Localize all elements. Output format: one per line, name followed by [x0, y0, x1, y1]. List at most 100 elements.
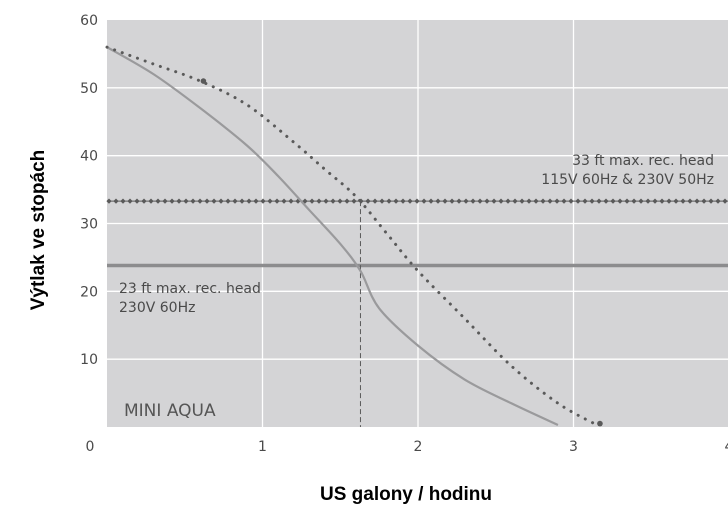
curve-marker-2 — [597, 420, 603, 427]
ref-line-33ft-diamond-72 — [610, 198, 616, 204]
ref-line-33ft-diamond-48 — [442, 198, 448, 204]
ref-line-33ft-diamond-22 — [260, 198, 266, 204]
ref-line-33ft-diamond-30 — [316, 198, 322, 204]
ref-line-33ft-diamond-2 — [120, 198, 126, 204]
x-tick-label-4: 4 — [725, 439, 728, 455]
ref-label-23-line2: 230V 60Hz — [119, 300, 195, 316]
ref-line-33ft-diamond-24 — [274, 198, 280, 204]
ref-line-33ft-diamond-59 — [519, 198, 525, 204]
ref-line-33ft-diamond-25 — [281, 198, 287, 204]
ref-line-33ft-diamond-32 — [330, 198, 336, 204]
ref-line-33ft-diamond-45 — [421, 198, 427, 204]
ref-line-33ft-diamond-19 — [239, 198, 245, 204]
ref-line-33ft-diamond-9 — [169, 198, 175, 204]
markers — [200, 78, 603, 427]
ref-line-33ft-diamond-85 — [701, 198, 707, 204]
y-tick-label-50: 50 — [80, 81, 98, 97]
ref-line-33ft-diamond-83 — [687, 198, 693, 204]
ref-line-33ft-diamond-88 — [722, 198, 728, 204]
ref-line-33ft-diamond-8 — [162, 198, 168, 204]
ref-line-33ft-diamond-71 — [603, 198, 609, 204]
curve-series-1-solid — [106, 46, 559, 426]
grid — [107, 20, 728, 427]
tick-labels: 0 1 2 3 4 10 20 30 40 50 60 — [80, 13, 728, 455]
x-axis-title: US galony / hodinu — [320, 484, 492, 505]
x-tick-label-3: 3 — [569, 439, 578, 455]
ref-line-33ft-diamond-37 — [365, 198, 371, 204]
ref-line-33ft-diamond-78 — [652, 198, 658, 204]
ref-line-33ft-diamond-63 — [547, 198, 553, 204]
ref-line-33ft-diamond-55 — [491, 198, 497, 204]
ref-line-33ft-diamond-66 — [568, 198, 574, 204]
ref-line-33ft-diamond-49 — [449, 198, 455, 204]
ref-line-33ft-diamond-74 — [624, 198, 630, 204]
ref-line-33ft-diamond-21 — [253, 198, 259, 204]
reference-lines — [106, 198, 728, 427]
ref-line-33ft-diamond-26 — [288, 198, 294, 204]
ref-line-33ft-diamond-64 — [554, 198, 560, 204]
ref-line-33ft-diamond-81 — [673, 198, 679, 204]
ref-line-33ft-diamond-62 — [540, 198, 546, 204]
ref-line-33ft-diamond-13 — [197, 198, 203, 204]
ref-line-33ft-diamond-39 — [379, 198, 385, 204]
ref-line-33ft-diamond-4 — [134, 198, 140, 204]
ref-line-33ft-diamond-61 — [533, 198, 539, 204]
ref-line-33ft-diamond-23 — [267, 198, 273, 204]
ref-line-33ft-diamond-86 — [708, 198, 714, 204]
y-axis-title: Výtlak ve stopách — [28, 150, 49, 311]
ref-label-33-line1: 33 ft max. rec. head — [572, 153, 714, 169]
ref-line-33ft-diamond-84 — [694, 198, 700, 204]
ref-line-33ft-diamond-0 — [106, 198, 112, 204]
y-tick-label-60: 60 — [80, 13, 98, 29]
ref-line-33ft-diamond-58 — [512, 198, 518, 204]
x-tick-label-1: 1 — [258, 439, 267, 455]
ref-line-33ft-diamond-18 — [232, 198, 238, 204]
ref-line-33ft-diamond-3 — [127, 198, 133, 204]
ref-line-33ft-diamond-31 — [323, 198, 329, 204]
ref-line-33ft-diamond-20 — [246, 198, 252, 204]
ref-label-33-line2: 115V 60Hz & 230V 50Hz — [541, 172, 714, 188]
ref-line-33ft-diamond-44 — [414, 198, 420, 204]
ref-line-33ft-diamond-57 — [505, 198, 511, 204]
ref-line-33ft-diamond-1 — [113, 198, 119, 204]
ref-line-33ft-diamond-54 — [484, 198, 490, 204]
ref-line-33ft-diamond-14 — [204, 198, 210, 204]
annotations: 33 ft max. rec. head 115V 60Hz & 230V 50… — [119, 153, 714, 421]
ref-line-33ft-diamond-75 — [631, 198, 637, 204]
ref-line-33ft-diamond-5 — [141, 198, 147, 204]
ref-line-33ft-diamond-35 — [351, 198, 357, 204]
ref-line-33ft-diamond-80 — [666, 198, 672, 204]
ref-line-33ft-diamond-40 — [386, 198, 392, 204]
ref-line-33ft-diamond-29 — [309, 198, 315, 204]
ref-line-33ft-diamond-52 — [470, 198, 476, 204]
ref-line-33ft-diamond-53 — [477, 198, 483, 204]
ref-line-33ft-diamond-42 — [400, 198, 406, 204]
x-tick-label-2: 2 — [414, 439, 423, 455]
ref-line-33ft-diamond-56 — [498, 198, 504, 204]
curves — [105, 45, 599, 427]
ref-line-33ft-diamond-79 — [659, 198, 665, 204]
ref-line-33ft-diamond-76 — [638, 198, 644, 204]
ref-line-33ft-diamond-16 — [218, 198, 224, 204]
ref-line-33ft-diamond-38 — [372, 198, 378, 204]
ref-line-33ft-diamond-50 — [456, 198, 462, 204]
product-name-label: MINI AQUA — [124, 401, 216, 421]
ref-line-33ft-diamond-6 — [148, 198, 154, 204]
x-tick-label-0: 0 — [86, 439, 95, 455]
ref-line-33ft-diamond-46 — [428, 198, 434, 204]
ref-line-33ft-diamond-17 — [225, 198, 231, 204]
ref-line-33ft-diamond-10 — [176, 198, 182, 204]
ref-line-33ft-diamond-60 — [526, 198, 532, 204]
ref-line-33ft-diamond-87 — [715, 198, 721, 204]
y-tick-label-10: 10 — [80, 352, 98, 368]
ref-label-23-line1: 23 ft max. rec. head — [119, 281, 261, 297]
ref-line-33ft-diamond-82 — [680, 198, 686, 204]
ref-line-33ft-diamond-34 — [344, 198, 350, 204]
ref-line-33ft-diamond-69 — [589, 198, 595, 204]
ref-line-33ft-diamond-7 — [155, 198, 161, 204]
ref-line-33ft-diamond-70 — [596, 198, 602, 204]
ref-line-33ft-diamond-47 — [435, 198, 441, 204]
ref-line-33ft-diamond-73 — [617, 198, 623, 204]
curve-marker-1 — [200, 78, 207, 84]
